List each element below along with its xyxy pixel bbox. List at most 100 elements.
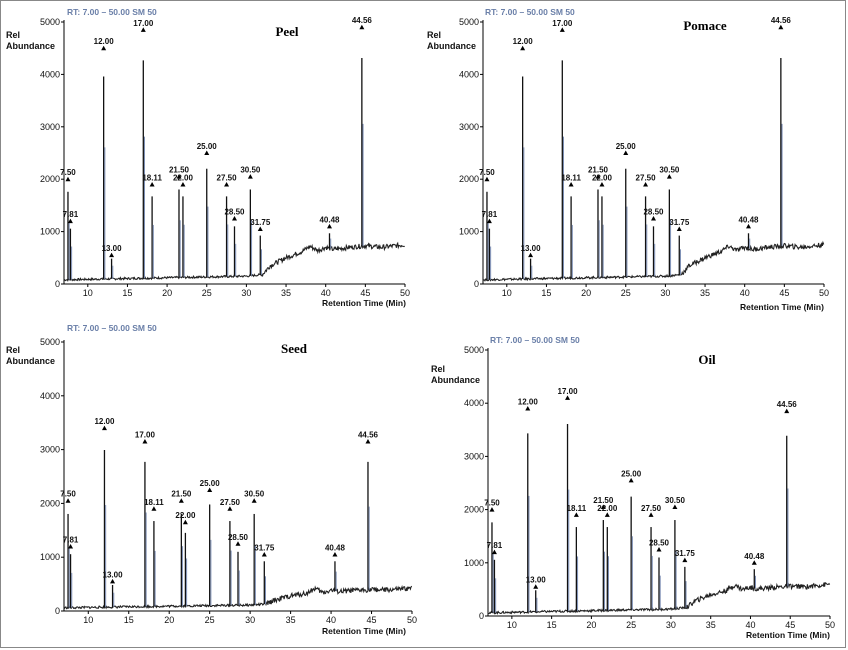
peak-marker xyxy=(178,498,184,503)
x-tick-label: 45 xyxy=(779,288,789,298)
peak-marker xyxy=(525,406,531,411)
peak-marker xyxy=(778,24,784,30)
peak-label: 22.00 xyxy=(173,173,194,182)
y-axis-label: Rel xyxy=(427,30,441,40)
peak-label: 40.48 xyxy=(744,552,765,561)
peak-label: 7.50 xyxy=(60,168,76,177)
chart-title: Oil xyxy=(698,352,716,367)
peak-marker xyxy=(67,218,73,224)
peak-label: 7.81 xyxy=(63,535,79,544)
x-tick-label: 20 xyxy=(586,620,596,630)
peak-label: 31.75 xyxy=(675,549,696,558)
peak-label: 28.50 xyxy=(643,208,664,217)
peak-label: 40.48 xyxy=(325,544,346,553)
peak-marker xyxy=(486,218,492,224)
peak-label: 27.50 xyxy=(641,504,662,513)
chart-panel-seed: 0 1000 2000 3000 4000 5000 10 15 20 25 30 35 40 45 50 7… xyxy=(6,323,417,636)
x-tick-label: 15 xyxy=(124,615,134,625)
peak-label: 28.50 xyxy=(228,533,249,542)
peak-label: 44.56 xyxy=(777,400,798,409)
peak-label: 44.56 xyxy=(771,16,792,25)
peak-marker xyxy=(101,45,107,51)
peak-marker xyxy=(232,216,237,221)
x-tick-label: 25 xyxy=(202,288,212,298)
y-tick-label: 0 xyxy=(474,279,479,289)
peak-label: 12.00 xyxy=(518,398,539,407)
x-tick-label: 25 xyxy=(205,615,215,625)
peak-label: 12.00 xyxy=(513,37,534,46)
peak-marker xyxy=(251,498,257,503)
peak-marker xyxy=(682,557,688,563)
y-axis-label: Abundance xyxy=(6,356,55,366)
peak-marker xyxy=(151,506,157,511)
x-tick-label: 35 xyxy=(706,620,716,630)
peak-marker xyxy=(140,27,146,32)
peak-label: 25.00 xyxy=(616,142,637,151)
peak-marker xyxy=(651,216,656,221)
peak-marker xyxy=(149,181,155,187)
y-tick-label: 1000 xyxy=(40,227,60,237)
peak-marker xyxy=(784,408,790,414)
chart-panel-peel: 0 1000 2000 3000 4000 5000 10 15 20 25 30 35 40 45 50 7… xyxy=(6,7,410,308)
baseline-trace xyxy=(487,582,831,615)
peak-marker xyxy=(365,439,371,444)
x-tick-label: 35 xyxy=(700,288,710,298)
peak-label: 25.00 xyxy=(621,469,642,478)
x-axis-label: Retention Time (Min) xyxy=(322,298,406,308)
peak-marker xyxy=(182,519,188,525)
peak-label: 22.00 xyxy=(592,173,613,182)
peak-label: 18.11 xyxy=(561,173,581,182)
peak-marker xyxy=(520,45,526,51)
peak-label: 22.00 xyxy=(175,511,196,520)
peak-label: 31.75 xyxy=(669,218,690,227)
y-tick-label: 5000 xyxy=(464,345,484,355)
peak-label: 31.75 xyxy=(250,218,271,227)
peak-label: 17.00 xyxy=(552,19,573,28)
peak-marker xyxy=(207,487,213,492)
y-tick-label: 0 xyxy=(55,279,60,289)
retention-range-label: RT: 7.00 – 50.00 SM 50 xyxy=(67,323,157,333)
peak-marker xyxy=(573,512,579,517)
peak-marker xyxy=(746,223,752,229)
y-tick-label: 1000 xyxy=(464,558,484,568)
y-tick-label: 1000 xyxy=(40,552,60,562)
peak-marker xyxy=(656,547,662,552)
chart-panel-pomace: 0 1000 2000 3000 4000 5000 10 15 20 25 30 35 40 45 50 7… xyxy=(427,7,829,312)
peak-label: 28.50 xyxy=(224,208,245,217)
x-tick-label: 10 xyxy=(83,288,93,298)
x-tick-label: 30 xyxy=(666,620,676,630)
x-tick-label: 45 xyxy=(360,288,370,298)
peak-marker xyxy=(666,174,672,179)
peak-marker xyxy=(672,504,678,509)
x-tick-label: 40 xyxy=(326,615,336,625)
peak-label: 12.00 xyxy=(94,37,115,46)
x-axis-label: Retention Time (Min) xyxy=(322,626,406,636)
y-axis-label: Abundance xyxy=(6,41,55,51)
peak-marker xyxy=(332,552,338,557)
peak-marker xyxy=(648,512,654,517)
y-axis-label: Abundance xyxy=(431,375,480,385)
x-tick-label: 20 xyxy=(164,615,174,625)
x-tick-label: 15 xyxy=(122,288,132,298)
x-tick-label: 50 xyxy=(400,288,410,298)
x-tick-label: 20 xyxy=(581,288,591,298)
peak-marker xyxy=(623,150,629,155)
y-tick-label: 1000 xyxy=(459,227,479,237)
peak-marker xyxy=(110,578,116,584)
peak-label: 21.50 xyxy=(169,166,190,175)
peak-label: 30.50 xyxy=(665,496,686,505)
x-tick-label: 45 xyxy=(367,615,377,625)
peak-label: 17.00 xyxy=(558,387,579,396)
peak-marker xyxy=(101,425,107,431)
peak-label: 18.11 xyxy=(567,504,587,513)
peak-label: 7.81 xyxy=(482,210,498,219)
chart-title: Seed xyxy=(281,341,308,356)
peak-label: 30.50 xyxy=(240,166,261,175)
y-tick-label: 4000 xyxy=(40,69,60,79)
peak-label: 28.50 xyxy=(649,539,670,548)
peak-marker xyxy=(528,252,534,258)
peak-label: 7.50 xyxy=(60,490,76,499)
x-tick-label: 15 xyxy=(541,288,551,298)
peak-label: 40.48 xyxy=(738,215,759,224)
